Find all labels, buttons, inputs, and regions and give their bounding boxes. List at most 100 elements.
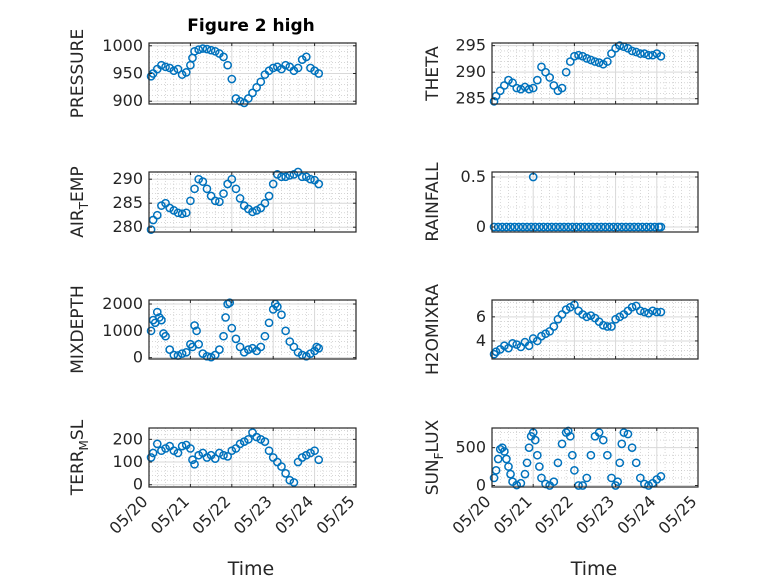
data-point <box>580 222 590 232</box>
data-point <box>547 222 557 232</box>
data-point <box>248 207 257 217</box>
data-point <box>192 326 201 336</box>
x-tick-label: 05/24 <box>613 492 659 538</box>
data-point <box>627 302 637 312</box>
data-point <box>567 222 577 232</box>
data-point <box>586 55 596 65</box>
data-point <box>281 172 290 182</box>
data-point <box>567 450 577 460</box>
data-point <box>219 450 228 460</box>
data-point <box>615 41 625 51</box>
data-point <box>146 326 156 336</box>
data-point <box>152 307 162 317</box>
x-tick-label: 05/25 <box>655 492 701 538</box>
x-tick-label: 05/22 <box>531 492 577 538</box>
data-point <box>646 222 655 232</box>
data-point <box>619 428 629 437</box>
data-point <box>594 58 604 67</box>
data-point <box>508 78 517 88</box>
y-tick-label: 950 <box>112 64 143 83</box>
data-point <box>281 326 290 336</box>
axes-box <box>148 427 357 488</box>
data-point <box>594 428 604 437</box>
data-point <box>535 462 544 471</box>
data-point <box>528 83 538 93</box>
data-point <box>314 343 324 353</box>
data-point <box>194 45 204 55</box>
data-point <box>227 323 237 333</box>
data-point <box>202 44 212 54</box>
data-point <box>633 222 643 232</box>
data-point <box>177 441 187 451</box>
data-point <box>561 67 571 77</box>
data-point <box>635 473 645 483</box>
data-point <box>198 44 208 53</box>
data-point <box>648 50 658 60</box>
data-point <box>190 459 199 469</box>
data-point <box>578 51 587 61</box>
data-point <box>582 54 592 63</box>
y-axis-label-rest: EMP <box>68 166 88 202</box>
data-point <box>506 222 515 232</box>
data-point <box>514 222 524 232</box>
data-point <box>256 77 266 87</box>
y-tick-label: 290 <box>112 169 143 188</box>
y-axis-label: H2OMIXRA <box>423 284 443 375</box>
data-point <box>510 222 520 232</box>
data-point <box>590 57 600 66</box>
y-axis-label-rest: SL <box>68 419 88 440</box>
data-point <box>640 307 649 317</box>
y-tick-label: 4 <box>476 331 486 350</box>
subplot-pressure: 900 950 1000 PRESSURE <box>68 29 357 118</box>
data-point <box>502 222 511 232</box>
data-point <box>165 345 175 354</box>
x-axis-label-left: Time <box>227 558 275 580</box>
data-point <box>497 222 507 232</box>
data-point <box>264 318 274 328</box>
axes-box <box>148 299 357 360</box>
data-point <box>489 473 499 483</box>
data-point <box>495 86 505 96</box>
axes-box <box>491 171 699 233</box>
data-point <box>582 312 592 322</box>
data-point <box>596 222 606 232</box>
data-point <box>518 222 528 232</box>
data-point <box>227 74 237 84</box>
data-point <box>576 222 585 232</box>
data-point <box>219 331 228 341</box>
data-point <box>260 331 270 341</box>
y-axis-label: SUNFLUX <box>423 419 446 495</box>
y-axis-label: PRESSURE <box>68 29 88 118</box>
data-point <box>181 347 191 357</box>
data-point <box>555 222 565 232</box>
data-point <box>635 306 645 316</box>
data-point <box>314 455 324 465</box>
plot-area <box>492 172 698 232</box>
data-point <box>549 322 559 331</box>
data-point <box>152 439 162 449</box>
x-tick-label: 05/25 <box>313 492 359 538</box>
data-point <box>582 473 592 483</box>
data-point <box>520 469 530 479</box>
data-point <box>607 473 616 483</box>
data-point <box>277 310 286 320</box>
data-point <box>289 478 299 487</box>
data-point <box>161 331 170 341</box>
x-tick-label: 05/21 <box>490 492 536 538</box>
data-point <box>598 320 608 330</box>
data-point <box>598 435 608 445</box>
x-axis-label-right: Time <box>570 558 618 580</box>
data-point <box>146 453 156 462</box>
axes-box <box>491 299 699 360</box>
data-point <box>504 462 513 471</box>
data-point <box>557 83 567 93</box>
data-point <box>586 450 596 460</box>
data-point <box>493 454 503 464</box>
data-point <box>268 179 278 189</box>
data-point <box>607 49 616 58</box>
data-point <box>631 47 641 57</box>
y-axis-label-rest: LUX <box>423 419 443 452</box>
data-point <box>500 81 509 90</box>
